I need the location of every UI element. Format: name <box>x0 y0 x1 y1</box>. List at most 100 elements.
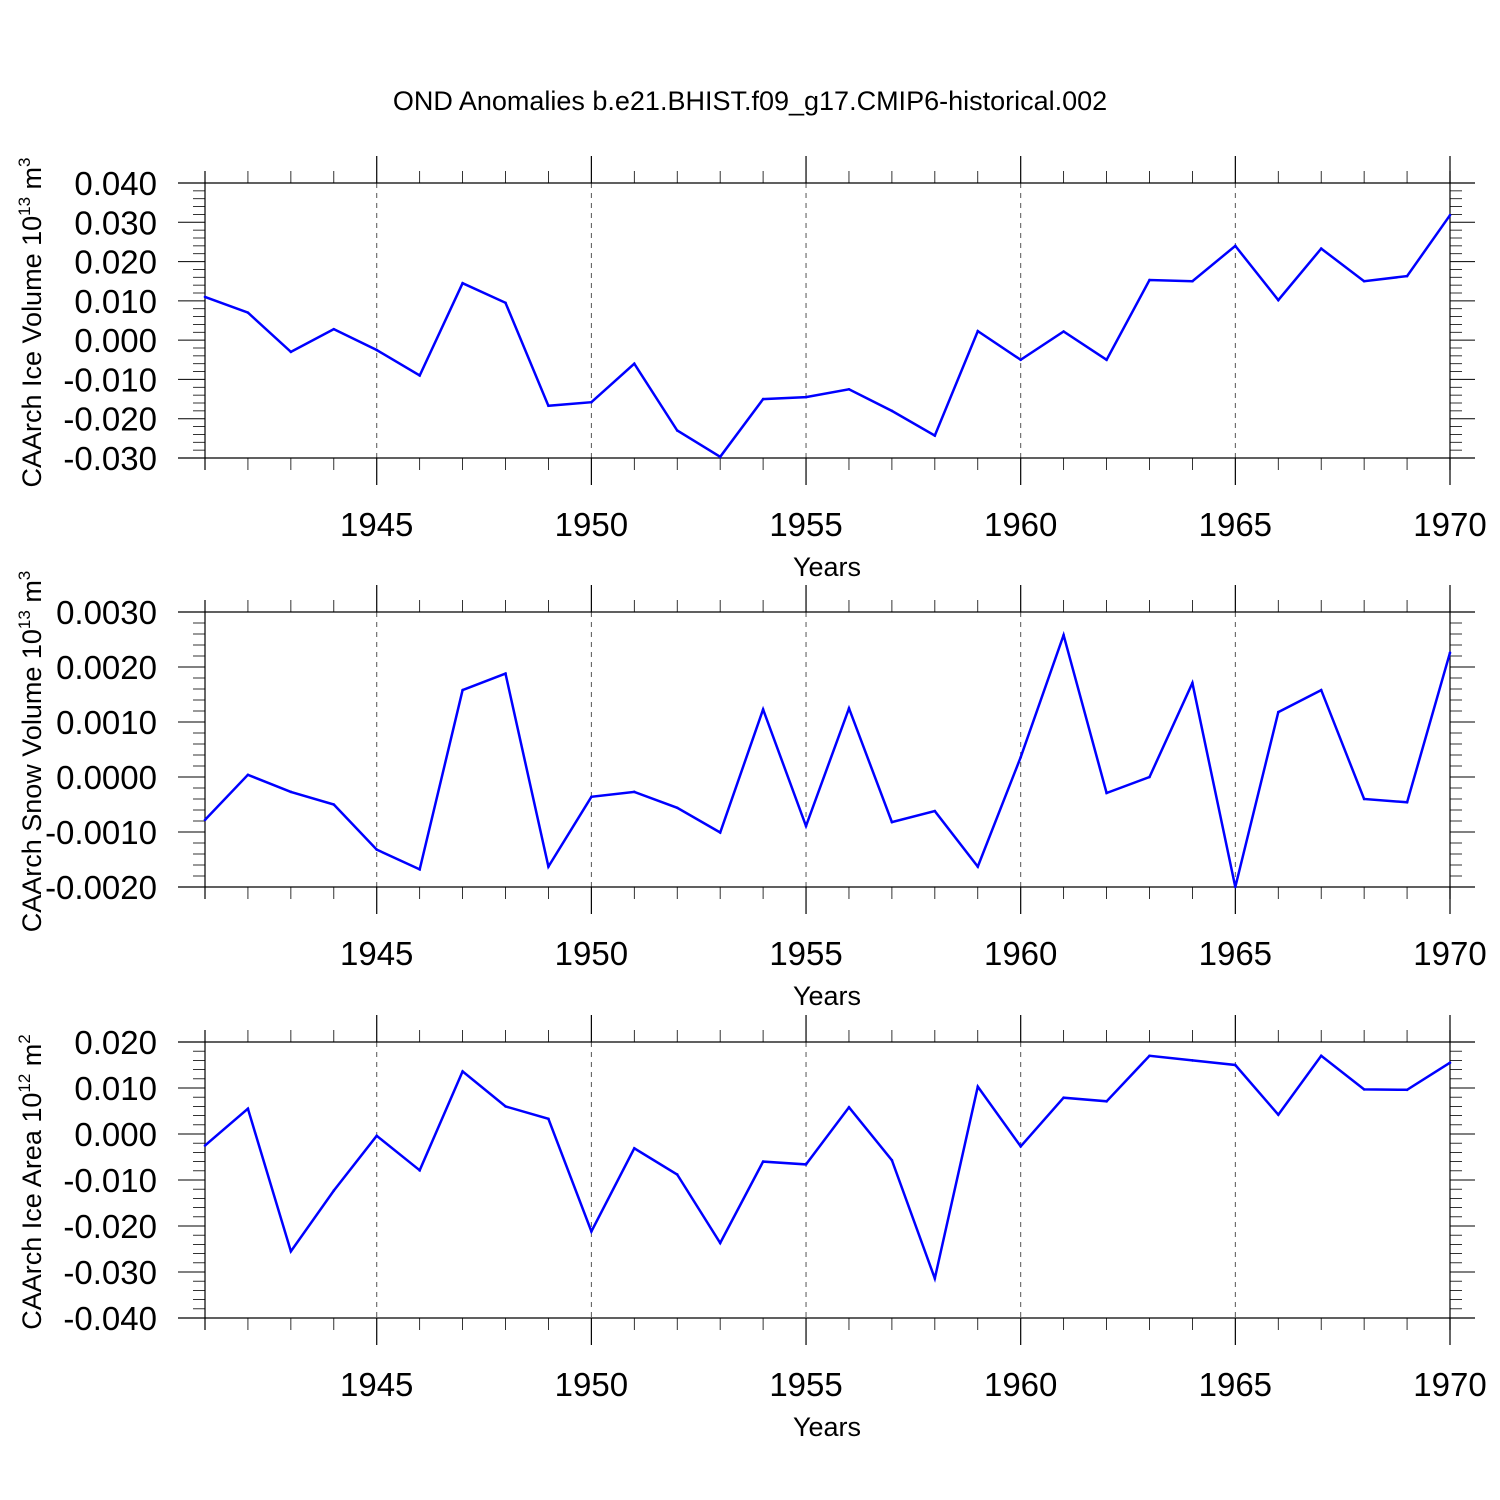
data-point <box>504 301 507 305</box>
x-tick-label: 1965 <box>1199 506 1272 543</box>
y-tick-label: 0.000 <box>74 322 157 359</box>
x-tick-label: 1960 <box>984 506 1057 543</box>
data-point <box>1405 1088 1409 1092</box>
data-point <box>675 806 679 810</box>
data-point <box>761 708 765 711</box>
y-tick-label: 0.030 <box>74 204 157 241</box>
y-axis-title: CAArch Ice Area 1012 m2 <box>15 1034 47 1330</box>
data-point <box>375 1134 379 1138</box>
y-tick-label: 0.010 <box>74 283 157 320</box>
x-tick-label: 1970 <box>1413 506 1486 543</box>
data-point <box>1148 775 1151 779</box>
y-tick-label: 0.0020 <box>56 649 157 686</box>
y-tick-label: 0.000 <box>74 1116 157 1153</box>
data-point <box>1191 1059 1194 1062</box>
data-point <box>1191 681 1194 685</box>
data-point <box>590 795 593 799</box>
data-point <box>718 455 722 459</box>
data-point <box>1319 1054 1323 1058</box>
data-point <box>590 400 593 404</box>
data-point <box>1319 247 1323 250</box>
data-point <box>289 790 293 794</box>
data-point <box>547 1117 550 1121</box>
y-tick-label: 0.020 <box>74 1024 157 1061</box>
panels: -0.030-0.020-0.0100.0000.0100.0200.0300.… <box>15 156 1487 1442</box>
data-point <box>1148 1054 1151 1058</box>
y-axis-title: CAArch Snow Volume 1013 m3 <box>15 571 47 933</box>
data-point <box>633 362 636 366</box>
y-tick-label: 0.040 <box>74 165 157 202</box>
data-point <box>1448 651 1452 654</box>
y-tick-label: -0.020 <box>63 401 157 438</box>
x-tick-label: 1970 <box>1413 935 1486 972</box>
data-point <box>933 1277 937 1280</box>
data-point <box>332 803 336 806</box>
x-axis-title: Years <box>793 1412 861 1442</box>
data-point <box>718 1241 722 1245</box>
y-tick-label: -0.040 <box>63 1300 157 1337</box>
data-point <box>976 1085 980 1088</box>
x-tick-label: 1945 <box>340 1366 413 1403</box>
data-point <box>246 311 250 314</box>
data-point <box>504 1105 507 1108</box>
y-axis-title: CAArch Ice Volume 1013 m3 <box>15 157 47 487</box>
data-point <box>1234 1063 1237 1067</box>
x-tick-label: 1955 <box>769 1366 842 1403</box>
data-point <box>1062 330 1065 333</box>
data-point <box>804 395 808 399</box>
data-point <box>332 1189 336 1192</box>
y-tick-label: -0.030 <box>63 1254 157 1291</box>
y-tick-label: -0.0010 <box>45 814 157 851</box>
data-point <box>461 1070 464 1073</box>
data-point <box>203 1144 207 1147</box>
data-point <box>1448 1061 1452 1064</box>
data-point <box>933 434 937 437</box>
x-tick-label: 1965 <box>1199 935 1272 972</box>
x-tick-label: 1950 <box>555 935 628 972</box>
x-axis-title: Years <box>793 552 861 582</box>
data-point <box>1019 1145 1022 1148</box>
x-tick-label: 1970 <box>1413 1366 1486 1403</box>
data-point <box>1062 633 1065 637</box>
y-tick-label: 0.010 <box>74 1070 157 1107</box>
data-point <box>1062 1096 1065 1099</box>
data-point <box>890 409 894 413</box>
data-point <box>633 1146 636 1150</box>
x-tick-label: 1960 <box>984 1366 1057 1403</box>
data-point <box>761 1160 765 1163</box>
data-point <box>1276 298 1280 302</box>
data-point <box>375 848 379 851</box>
panel-2: -0.0020 -0.0010 0.0000 0.0010 0.0020 0.0030 19… <box>15 571 1487 1011</box>
x-tick-label: 1955 <box>769 935 842 972</box>
data-point <box>547 865 550 868</box>
data-point <box>1276 1113 1280 1116</box>
series-line <box>204 1054 1451 1283</box>
data-point <box>1362 797 1366 801</box>
data-point <box>590 1230 593 1233</box>
data-point <box>804 824 808 828</box>
data-point <box>804 1163 808 1166</box>
y-tick-label: 0.0010 <box>56 704 157 741</box>
x-tick-label: 1965 <box>1199 1366 1272 1403</box>
data-point <box>461 281 464 285</box>
series-line <box>204 630 1452 888</box>
data-point <box>718 831 722 834</box>
x-tick-label: 1960 <box>984 935 1057 972</box>
data-point <box>547 404 550 408</box>
y-tick-label: -0.030 <box>63 440 157 477</box>
data-point <box>375 348 379 352</box>
data-point <box>675 429 679 432</box>
data-point <box>1105 358 1108 362</box>
data-point <box>504 672 507 675</box>
data-point <box>203 295 207 299</box>
data-point <box>1362 1088 1366 1091</box>
data-point <box>933 809 937 813</box>
data-point <box>461 688 464 692</box>
data-point <box>761 397 765 401</box>
data-point <box>1362 279 1366 283</box>
data-point <box>633 790 636 794</box>
panel-1: -0.030-0.020-0.0100.0000.0100.0200.0300.… <box>15 156 1487 582</box>
data-point <box>847 387 851 391</box>
data-point <box>1191 279 1194 283</box>
